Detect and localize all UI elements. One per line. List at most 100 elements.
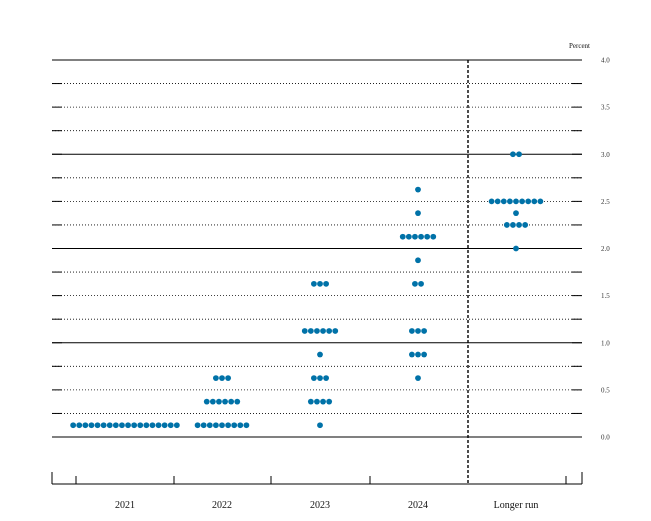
participant-dot <box>409 328 415 334</box>
participant-dot <box>494 198 501 205</box>
participant-dot <box>119 422 125 429</box>
participant-dot <box>424 233 431 240</box>
participant-dot <box>112 422 119 429</box>
participant-dot <box>216 398 222 405</box>
participant-dot <box>301 328 308 334</box>
participant-dot <box>399 233 406 240</box>
participant-dot <box>415 257 421 264</box>
participant-dot <box>307 328 314 334</box>
y-tick-label: 3.5 <box>601 104 610 112</box>
participant-dot <box>70 422 77 429</box>
category-label: Longer run <box>494 500 539 511</box>
participant-dot <box>415 210 421 217</box>
participant-dot <box>317 375 323 381</box>
participant-dot <box>213 375 219 381</box>
participant-dot <box>94 422 101 429</box>
participant-dot <box>513 198 519 205</box>
participant-dot <box>88 422 95 429</box>
participant-dot <box>323 280 329 287</box>
participant-dot <box>311 280 317 287</box>
participant-dot <box>167 422 174 429</box>
labels-layer: Percent 0.0 0.5 1.0 1.5 2.0 2.5 3.0 3.5 4.0 2021 2… <box>115 42 610 511</box>
participant-dot <box>161 422 168 429</box>
participant-dot <box>323 375 329 381</box>
participant-dot <box>234 398 241 405</box>
participant-dot <box>155 422 162 429</box>
participant-dot <box>516 222 522 228</box>
y-tick-label: 0.5 <box>601 386 610 394</box>
participant-dot <box>106 422 113 429</box>
participant-dot <box>76 422 83 429</box>
participant-dot <box>228 398 235 405</box>
participant-dot <box>537 198 544 205</box>
participant-dot <box>125 422 131 429</box>
participant-dot <box>326 398 333 405</box>
participant-dot <box>317 351 323 358</box>
participant-dot <box>317 422 323 429</box>
participant-dot <box>314 328 320 334</box>
participant-dot <box>513 210 519 217</box>
participant-dot <box>222 398 228 405</box>
participant-dot <box>525 198 532 205</box>
participant-dot <box>488 198 495 205</box>
category-label: 2024 <box>408 500 428 511</box>
participant-dot <box>203 398 210 405</box>
participant-dot <box>516 151 522 158</box>
participant-dot <box>231 422 238 429</box>
participant-dot <box>415 186 421 193</box>
participant-dot <box>418 233 424 240</box>
participant-dot <box>225 422 232 429</box>
participant-dot <box>430 233 437 240</box>
participant-dot <box>412 233 418 240</box>
participant-dot <box>510 151 516 158</box>
participant-dot <box>522 222 529 228</box>
participant-dot <box>412 280 418 287</box>
participant-dot <box>200 422 207 429</box>
participant-dot <box>510 222 516 228</box>
participant-dot <box>209 398 216 405</box>
participant-dot <box>100 422 107 429</box>
participant-dot <box>415 351 421 358</box>
participant-dot <box>421 351 427 358</box>
participant-dot <box>415 375 421 381</box>
y-tick-label: 1.5 <box>601 292 610 300</box>
participant-dot <box>503 222 510 228</box>
participant-dot <box>219 422 225 429</box>
participant-dot <box>243 422 250 429</box>
participant-dot <box>332 328 339 334</box>
participant-dot <box>143 422 150 429</box>
participant-dot <box>409 351 415 358</box>
participant-dot <box>326 328 333 334</box>
grid-layer <box>52 59 582 438</box>
participant-dot <box>307 398 314 405</box>
participant-dot <box>320 398 326 405</box>
y-tick-label: 4.0 <box>601 57 610 65</box>
participant-dot <box>137 422 144 429</box>
participant-dot <box>500 198 507 205</box>
participant-dot <box>421 328 427 334</box>
participant-dot <box>415 328 421 334</box>
participant-dot <box>507 198 513 205</box>
participant-dot <box>418 280 424 287</box>
participant-dot <box>237 422 244 429</box>
y-tick-label: 2.0 <box>601 245 610 253</box>
participant-dot <box>194 422 201 429</box>
y-tick-label: 0.0 <box>601 434 610 442</box>
y-axis-unit-label: Percent <box>569 42 590 50</box>
participant-dot <box>513 245 519 252</box>
y-tick-label: 3.0 <box>601 151 610 159</box>
y-tick-label: 2.5 <box>601 198 610 206</box>
participant-dot <box>519 198 525 205</box>
participant-dot <box>219 375 225 381</box>
participant-dot <box>82 422 89 429</box>
participant-dot <box>531 198 538 205</box>
participant-dot <box>320 328 326 334</box>
category-label: 2021 <box>115 500 135 511</box>
participant-dot <box>149 422 156 429</box>
y-tick-label: 1.0 <box>601 339 610 347</box>
participant-dot <box>405 233 412 240</box>
frame-layer <box>51 60 583 485</box>
participant-dot <box>314 398 320 405</box>
